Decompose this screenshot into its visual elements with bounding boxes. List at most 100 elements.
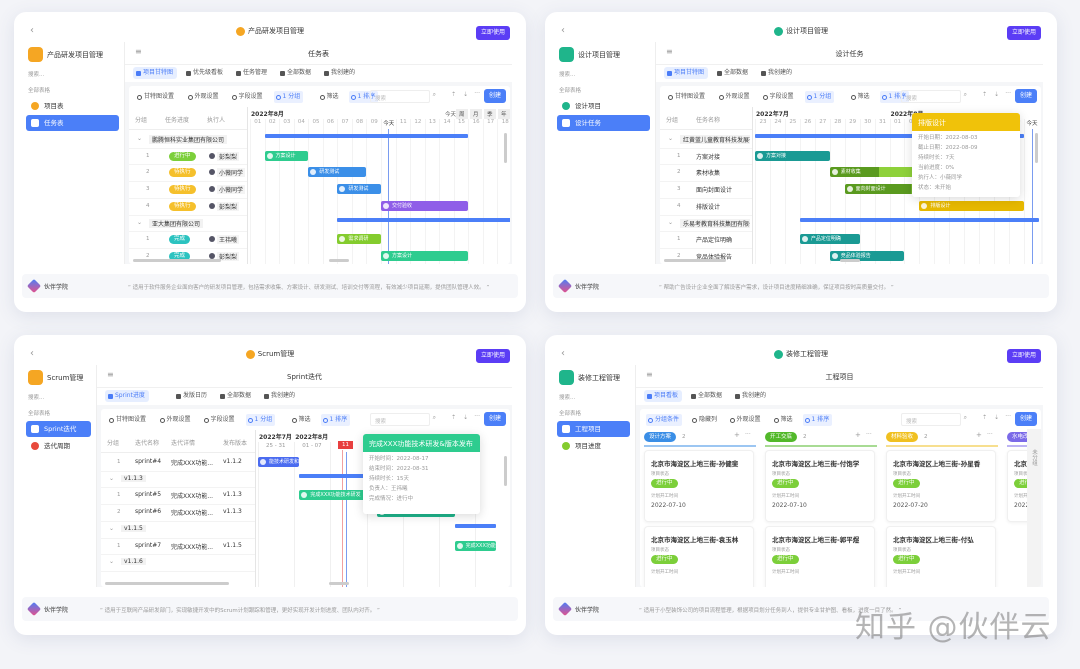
menu-icon[interactable]: ≡	[646, 370, 653, 379]
add-card-icon[interactable]: +	[855, 431, 861, 439]
sidebar-item[interactable]: Sprint迭代	[26, 421, 91, 437]
sidebar-item[interactable]: 设计任务	[557, 115, 650, 131]
view-tab[interactable]: 全部数据	[277, 67, 315, 79]
toolbar-button[interactable]: 隐藏列	[690, 414, 720, 426]
create-button[interactable]: 创建	[484, 89, 506, 103]
toolbar-button[interactable]: 1 排序	[320, 414, 351, 426]
h-scrollbar[interactable]	[664, 259, 726, 262]
v-scrollbar[interactable]	[504, 133, 507, 163]
sidebar-item[interactable]: 迭代周期	[26, 438, 91, 454]
collapse-chevron-icon[interactable]: ⌄	[668, 218, 674, 226]
kanban-card[interactable]: 北京市海淀区上地三街-孙健斐 项目状态 进行中 计划开工时间 2022-07-10	[644, 450, 754, 522]
task-bar[interactable]: 完成XXX功能技术研发	[299, 490, 377, 501]
task-bar[interactable]: 竞品体验报告	[829, 250, 905, 261]
toolbar-button[interactable]: 字段设置	[230, 91, 266, 103]
toolbar-button[interactable]: 外观设置	[186, 91, 222, 103]
search-input[interactable]: 搜索	[370, 413, 430, 426]
sidebar-item[interactable]: 工程项目	[557, 421, 630, 437]
download-icon[interactable]: ⇣	[462, 91, 468, 98]
search-icon[interactable]: ⌕	[432, 414, 436, 421]
toolbar-button[interactable]: 外观设置	[728, 414, 764, 426]
task-bar[interactable]: 方案设计	[381, 250, 469, 261]
view-tab[interactable]: 全部数据	[217, 390, 255, 402]
search-icon[interactable]: ⌕	[963, 91, 967, 98]
toolbar-button[interactable]: 1 分组	[245, 414, 276, 426]
view-tab[interactable]: 任务管理	[233, 67, 271, 79]
collapse-chevron-icon[interactable]: ⌄	[137, 135, 143, 142]
gantt-h-scrollbar[interactable]	[840, 259, 861, 262]
toolbar-button[interactable]: 分组条件	[646, 414, 683, 426]
sidebar-item[interactable]: 任务表	[26, 115, 119, 131]
kanban-card[interactable]: 北京市海淀区上地三街-付饱学 项目状态 进行中 计划开工时间 2022-07-10	[765, 450, 875, 522]
view-tab[interactable]: 发版日历	[173, 390, 211, 402]
back-chevron-icon[interactable]: ‹	[561, 348, 565, 359]
kanban-card[interactable]: 北京市海淀区上地三街-付弘 项目状态 进行中 计划开工时间	[886, 526, 996, 587]
create-button[interactable]: 创建	[1015, 412, 1037, 426]
task-bar[interactable]: 素材收集	[829, 167, 920, 178]
sidebar-item[interactable]: 项目表	[26, 98, 119, 114]
add-card-icon[interactable]: +	[734, 431, 740, 439]
upload-icon[interactable]: ⇡	[981, 91, 987, 98]
more-icon[interactable]: ···	[474, 90, 480, 97]
search-input[interactable]: 搜索	[370, 90, 430, 103]
download-icon[interactable]: ⇣	[993, 414, 999, 421]
h-scrollbar[interactable]	[105, 582, 229, 585]
task-bar[interactable]: 研发测试	[308, 167, 367, 178]
collapse-chevron-icon[interactable]: ⌄	[109, 474, 115, 482]
toolbar-button[interactable]: 1 分组	[273, 91, 304, 103]
kanban-card[interactable]: 北京市海淀区上地三街-郭平煜 项目状态 进行中 计划开工时间	[765, 526, 875, 587]
toolbar-button[interactable]: 甘特图设置	[135, 91, 177, 103]
gantt-h-scrollbar[interactable]	[328, 259, 349, 262]
scale-button[interactable]: 周	[456, 109, 468, 119]
column-more-icon[interactable]: ···	[866, 431, 872, 438]
sidebar-search[interactable]: 搜索...	[559, 395, 576, 401]
sidebar-item[interactable]: 设计项目	[557, 98, 650, 114]
task-bar[interactable]: 方案对接	[755, 150, 830, 161]
back-chevron-icon[interactable]: ‹	[561, 25, 565, 36]
task-bar[interactable]: 需求调研	[337, 234, 381, 245]
h-scrollbar[interactable]	[133, 259, 221, 262]
menu-icon[interactable]: ≡	[666, 47, 673, 56]
toolbar-button[interactable]: 筛选	[290, 414, 314, 426]
use-now-button[interactable]: 立即使用	[1007, 26, 1041, 40]
task-bar[interactable]: 能技术研发和...	[258, 457, 300, 467]
collapse-chevron-icon[interactable]: ⌄	[109, 524, 115, 532]
more-icon[interactable]: ···	[474, 413, 480, 420]
view-tab[interactable]: Sprint进度	[105, 390, 149, 402]
task-bar[interactable]: 研发测试	[337, 184, 381, 195]
search-icon[interactable]: ⌕	[963, 414, 967, 421]
task-bar[interactable]: 面向封面设计	[844, 184, 935, 195]
toolbar-button[interactable]: 字段设置	[202, 414, 238, 426]
search-input[interactable]: 搜索	[901, 90, 961, 103]
search-input[interactable]: 搜索	[901, 413, 961, 426]
toolbar-button[interactable]: 外观设置	[158, 414, 194, 426]
back-chevron-icon[interactable]: ‹	[30, 348, 34, 359]
view-tab[interactable]: 我创建的	[758, 67, 796, 79]
column-more-icon[interactable]: ···	[745, 431, 751, 438]
collapse-chevron-icon[interactable]: ⌄	[668, 135, 674, 142]
back-chevron-icon[interactable]: ‹	[30, 25, 34, 36]
view-tab[interactable]: 我创建的	[261, 390, 299, 402]
upload-icon[interactable]: ⇡	[450, 414, 456, 421]
use-now-button[interactable]: 立即使用	[476, 349, 510, 363]
collapse-chevron-icon[interactable]: ⌄	[137, 218, 143, 226]
create-button[interactable]: 创建	[484, 412, 506, 426]
scale-button[interactable]: 季	[484, 109, 496, 119]
toolbar-button[interactable]: 筛选	[772, 414, 796, 426]
kanban-card[interactable]: 北京市海淀区上地三街-袁玉林 项目状态 进行中 计划开工时间	[644, 526, 754, 587]
toolbar-button[interactable]: 字段设置	[761, 91, 797, 103]
view-tab[interactable]: 我创建的	[732, 390, 770, 402]
toolbar-button[interactable]: 1 分组	[804, 91, 835, 103]
view-tab[interactable]: 项目看板	[644, 390, 683, 402]
toolbar-button[interactable]: 甘特图设置	[107, 414, 149, 426]
sidebar-search[interactable]: 搜索...	[28, 395, 45, 401]
upload-icon[interactable]: ⇡	[450, 91, 456, 98]
scale-button[interactable]: 今天	[445, 112, 457, 118]
view-tab[interactable]: 项目甘特图	[664, 67, 709, 79]
search-icon[interactable]: ⌕	[432, 91, 436, 98]
scale-button[interactable]: 月	[470, 109, 482, 119]
task-bar[interactable]: 排版设计	[919, 200, 1025, 211]
use-now-button[interactable]: 立即使用	[1007, 349, 1041, 363]
toolbar-button[interactable]: 筛选	[318, 91, 342, 103]
gantt-h-scrollbar[interactable]	[329, 582, 350, 585]
